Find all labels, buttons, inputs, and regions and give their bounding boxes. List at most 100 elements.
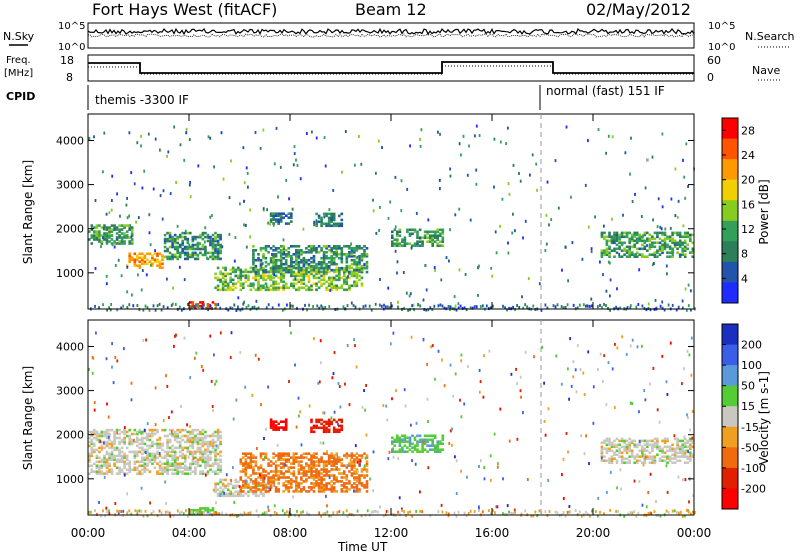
data-cell (332, 454, 336, 457)
data-cell (365, 464, 369, 467)
data-cell (307, 262, 311, 266)
data-cell (605, 437, 609, 441)
data-cell (335, 253, 338, 256)
data-cell (209, 464, 212, 468)
data-cell (277, 288, 280, 292)
data-cell (272, 476, 275, 479)
data-cell (322, 278, 326, 282)
data-cell (257, 468, 260, 471)
data-cell (531, 153, 534, 157)
data-cell (191, 510, 193, 514)
data-cell (166, 255, 169, 259)
data-cell (638, 459, 642, 462)
data-cell (562, 497, 565, 500)
data-cell (173, 452, 177, 456)
data-cell (262, 276, 265, 280)
data-cell (225, 512, 228, 516)
data-cell (603, 302, 605, 306)
data-cell (392, 331, 395, 335)
data-cell (671, 509, 674, 513)
data-cell (239, 278, 243, 282)
data-cell (170, 430, 173, 434)
data-cell (363, 468, 366, 471)
data-cell (120, 228, 124, 231)
data-cell (292, 163, 295, 167)
data-cell (267, 385, 269, 389)
data-cell (259, 286, 263, 290)
data-cell (269, 276, 273, 280)
data-cell (620, 437, 624, 441)
data-cell (315, 472, 318, 475)
data-cell (216, 468, 220, 472)
data-cell (686, 413, 688, 417)
data-cell (215, 379, 218, 383)
data-cell (173, 344, 175, 348)
data-cell (660, 227, 663, 231)
data-cell (224, 266, 227, 270)
data-cell (327, 218, 331, 222)
data-cell (108, 468, 111, 472)
data-cell (264, 247, 268, 250)
data-cell (599, 352, 602, 356)
data-cell (625, 457, 629, 460)
data-cell (171, 464, 174, 468)
data-cell (343, 270, 346, 274)
data-cell (608, 261, 611, 265)
data-cell (166, 462, 169, 466)
data-cell (605, 239, 609, 243)
data-cell (315, 272, 318, 276)
data-cell (322, 470, 326, 473)
data-cell (636, 238, 639, 242)
data-cell (98, 456, 101, 460)
data-cell (416, 236, 419, 239)
data-cell (173, 253, 177, 257)
data-cell (110, 456, 114, 460)
data-cell (327, 420, 331, 424)
data-cell (332, 276, 336, 280)
data-cell (508, 510, 510, 514)
data-cell (345, 478, 349, 481)
data-cell (322, 452, 326, 455)
data-cell (433, 444, 437, 447)
data-cell (628, 443, 631, 447)
data-cell (687, 416, 689, 420)
data-cell (676, 437, 679, 441)
data-cell (355, 468, 359, 471)
data-cell (187, 514, 189, 518)
data-cell (338, 274, 341, 278)
data-cell (428, 230, 432, 234)
data-cell (136, 430, 139, 434)
data-cell (264, 260, 268, 264)
data-cell (345, 488, 349, 491)
data-cell (269, 478, 273, 481)
data-cell (178, 454, 182, 458)
data-cell (416, 242, 419, 245)
data-cell (624, 151, 627, 155)
data-cell (219, 430, 222, 434)
data-cell (288, 380, 290, 383)
data-cell (262, 274, 265, 278)
data-cell (254, 264, 258, 268)
data-cell (325, 430, 328, 434)
data-cell (267, 274, 270, 278)
data-cell (418, 228, 422, 232)
data-cell (337, 382, 340, 385)
data-cell (451, 443, 453, 447)
cpid-segment-1: themis -3300 IF (95, 93, 189, 107)
data-cell (130, 242, 134, 245)
data-cell (310, 462, 313, 465)
data-cell (206, 257, 210, 261)
data-cell (93, 470, 96, 473)
data-cell (315, 484, 318, 487)
data-cell (312, 255, 316, 258)
data-cell (216, 452, 220, 456)
data-cell (269, 258, 273, 262)
data-cell (133, 258, 137, 262)
data-cell (262, 488, 265, 491)
data-cell (681, 382, 683, 386)
data-cell (297, 268, 301, 272)
data-cell (259, 284, 263, 288)
data-cell (257, 286, 260, 290)
data-cell (295, 458, 298, 461)
data-cell (108, 462, 111, 466)
